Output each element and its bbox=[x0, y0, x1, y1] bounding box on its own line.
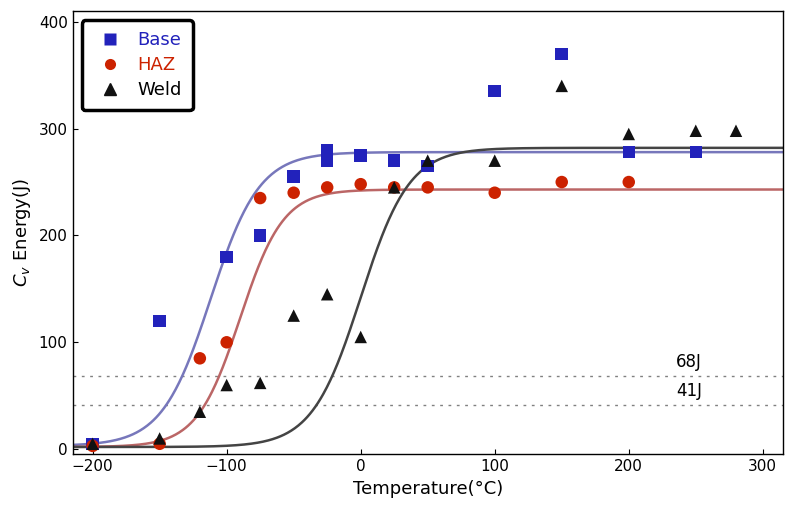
Point bbox=[87, 440, 99, 448]
Point bbox=[321, 290, 333, 298]
Point bbox=[354, 333, 367, 341]
Point bbox=[354, 180, 367, 188]
Point bbox=[194, 408, 206, 416]
Point bbox=[254, 232, 267, 240]
Point bbox=[287, 312, 300, 320]
Point bbox=[622, 178, 635, 186]
Point bbox=[689, 127, 702, 135]
Point bbox=[555, 82, 568, 90]
Point bbox=[730, 127, 742, 135]
Point bbox=[488, 189, 501, 197]
Point bbox=[387, 183, 400, 191]
Legend: Base, HAZ, Weld: Base, HAZ, Weld bbox=[82, 20, 193, 110]
Point bbox=[488, 157, 501, 165]
Point bbox=[321, 183, 333, 191]
Point bbox=[422, 157, 434, 165]
Point bbox=[220, 338, 233, 346]
Point bbox=[153, 440, 166, 448]
Point bbox=[321, 146, 333, 154]
Point bbox=[194, 354, 206, 362]
Y-axis label: $C_v$ Energy(J): $C_v$ Energy(J) bbox=[11, 178, 33, 288]
Point bbox=[488, 87, 501, 95]
Text: 68J: 68J bbox=[676, 353, 702, 371]
Point bbox=[153, 434, 166, 442]
Point bbox=[622, 130, 635, 138]
Point bbox=[87, 442, 99, 450]
Point bbox=[555, 178, 568, 186]
Point bbox=[254, 194, 267, 202]
Point bbox=[220, 381, 233, 389]
Point bbox=[555, 50, 568, 58]
Point bbox=[422, 162, 434, 170]
Point bbox=[220, 253, 233, 261]
Point bbox=[622, 148, 635, 156]
X-axis label: Temperature(°C): Temperature(°C) bbox=[353, 480, 503, 498]
Point bbox=[422, 183, 434, 191]
Text: 41J: 41J bbox=[676, 382, 702, 400]
Point bbox=[254, 379, 267, 387]
Point bbox=[387, 157, 400, 165]
Point bbox=[153, 317, 166, 325]
Point bbox=[287, 173, 300, 181]
Point bbox=[287, 189, 300, 197]
Point bbox=[387, 183, 400, 191]
Point bbox=[354, 151, 367, 159]
Point bbox=[321, 157, 333, 165]
Point bbox=[87, 440, 99, 448]
Point bbox=[689, 148, 702, 156]
